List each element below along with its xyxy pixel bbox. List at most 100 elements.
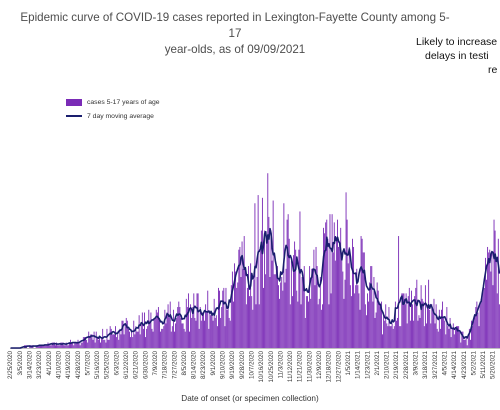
case-bar (239, 246, 241, 348)
case-bar (91, 334, 93, 348)
case-bar (294, 241, 296, 348)
case-bar (461, 331, 463, 348)
chart-title-line-2: year-olds, as of 09/09/2021 (164, 43, 306, 56)
case-bar (390, 326, 392, 348)
case-bar (177, 307, 179, 348)
case-bar (373, 277, 375, 348)
case-bar (402, 293, 404, 348)
case-bar (396, 320, 397, 348)
case-bar (63, 345, 65, 348)
case-bar (215, 315, 217, 348)
case-bar (484, 257, 486, 348)
case-bar (120, 334, 122, 348)
case-bar (421, 298, 423, 348)
case-bar (142, 328, 144, 348)
case-bar (431, 304, 433, 348)
x-tick-label: 8/14/2020 (191, 351, 198, 380)
x-tick-label: 2/1/2021 (374, 351, 381, 376)
case-bar (82, 337, 84, 348)
case-bar (74, 342, 76, 348)
case-bar (162, 328, 164, 348)
case-bar (389, 326, 391, 348)
case-bar (90, 334, 92, 348)
case-bar (438, 309, 440, 348)
case-bar (240, 277, 242, 348)
case-bar (159, 317, 160, 348)
case-bar (365, 315, 367, 348)
case-bar (225, 287, 227, 348)
case-bar (339, 241, 341, 348)
case-bar (434, 323, 436, 348)
case-bar (475, 307, 477, 348)
case-bar (318, 298, 320, 348)
case-bar (213, 298, 215, 348)
case-bar (482, 287, 484, 348)
case-bar (405, 293, 407, 348)
case-bar (447, 326, 449, 348)
case-bar (167, 304, 169, 348)
case-bar (52, 342, 54, 348)
case-bar (118, 339, 120, 348)
case-bar (97, 339, 99, 348)
case-bar (467, 334, 469, 348)
case-bar (279, 298, 281, 348)
case-bar (259, 249, 261, 348)
case-bar (195, 320, 197, 348)
case-bar (108, 339, 110, 348)
case-bar (310, 298, 312, 348)
case-bar (326, 219, 328, 348)
case-bar (319, 277, 321, 348)
case-bar (234, 263, 235, 348)
x-tick-label: 6/12/2020 (123, 351, 130, 380)
x-tick-label: 5/2/2021 (470, 351, 477, 376)
case-bar (380, 301, 382, 348)
case-bar (372, 301, 374, 348)
case-bar (291, 296, 293, 348)
case-bar (176, 317, 178, 348)
case-bar (109, 326, 111, 348)
case-bar (86, 339, 88, 348)
case-bar (96, 337, 98, 348)
case-bar (179, 307, 181, 348)
case-bar (87, 342, 89, 348)
case-bar (478, 326, 480, 348)
x-tick-label: 5/20/2021 (490, 351, 497, 380)
case-bar (187, 293, 189, 348)
case-bar (207, 290, 209, 348)
case-bar (78, 342, 80, 348)
case-bar (403, 293, 405, 348)
case-bar (385, 304, 387, 348)
case-bar (189, 331, 190, 348)
x-tick-label: 5/11/2021 (480, 351, 487, 379)
x-tick-label: 11/21/2020 (297, 351, 304, 383)
case-bar (307, 296, 308, 348)
case-bar (60, 342, 62, 348)
case-bar (344, 279, 346, 348)
case-bar (267, 173, 269, 348)
case-bar (408, 287, 410, 348)
case-bar (435, 304, 437, 348)
case-bar (222, 290, 224, 348)
x-axis-label: Date of onset (or specimen collection) (181, 394, 319, 403)
x-tick-label: 4/5/2021 (441, 351, 448, 376)
case-bar (322, 304, 323, 348)
case-bar (494, 230, 496, 348)
delay-annotation: Likely to increase delays in testi re (416, 35, 500, 91)
case-bar (446, 307, 448, 348)
case-bar (457, 326, 459, 348)
x-tick-label: 8/23/2020 (200, 351, 207, 380)
case-bar (492, 285, 494, 348)
case-bar (238, 249, 240, 348)
case-bar (419, 317, 421, 348)
x-tick-label: 10/25/2020 (268, 351, 275, 383)
case-bar (178, 301, 180, 348)
case-bar (290, 260, 292, 348)
case-bar (427, 307, 428, 348)
x-tick-label: 7/9/2020 (152, 351, 159, 376)
case-bar (44, 345, 46, 348)
case-bar (423, 326, 425, 348)
x-tick-label: 6/21/2020 (133, 351, 140, 380)
case-bar (151, 328, 153, 348)
case-bar (122, 320, 124, 348)
case-bar (311, 268, 313, 348)
